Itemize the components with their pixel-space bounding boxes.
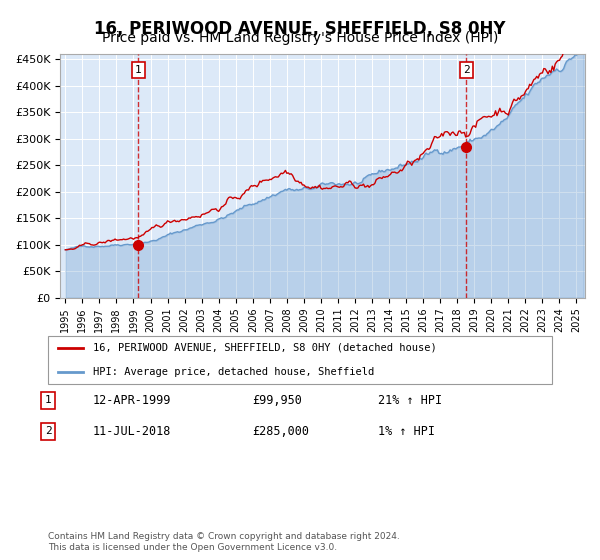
Text: 16, PERIWOOD AVENUE, SHEFFIELD, S8 0HY (detached house): 16, PERIWOOD AVENUE, SHEFFIELD, S8 0HY (… [94, 343, 437, 353]
Text: HPI: Average price, detached house, Sheffield: HPI: Average price, detached house, Shef… [94, 367, 374, 377]
Text: 1% ↑ HPI: 1% ↑ HPI [378, 424, 435, 438]
Text: £285,000: £285,000 [252, 424, 309, 438]
Text: £99,950: £99,950 [252, 394, 302, 407]
Text: 16, PERIWOOD AVENUE, SHEFFIELD, S8 0HY: 16, PERIWOOD AVENUE, SHEFFIELD, S8 0HY [94, 20, 506, 38]
Text: Price paid vs. HM Land Registry's House Price Index (HPI): Price paid vs. HM Land Registry's House … [102, 31, 498, 45]
Text: 2: 2 [44, 426, 52, 436]
Text: 21% ↑ HPI: 21% ↑ HPI [378, 394, 442, 407]
Text: 1: 1 [44, 395, 52, 405]
Text: 12-APR-1999: 12-APR-1999 [93, 394, 172, 407]
Text: Contains HM Land Registry data © Crown copyright and database right 2024.
This d: Contains HM Land Registry data © Crown c… [48, 532, 400, 552]
Text: 2: 2 [463, 65, 470, 75]
Text: 11-JUL-2018: 11-JUL-2018 [93, 424, 172, 438]
Text: 1: 1 [135, 65, 142, 75]
FancyBboxPatch shape [48, 336, 552, 384]
